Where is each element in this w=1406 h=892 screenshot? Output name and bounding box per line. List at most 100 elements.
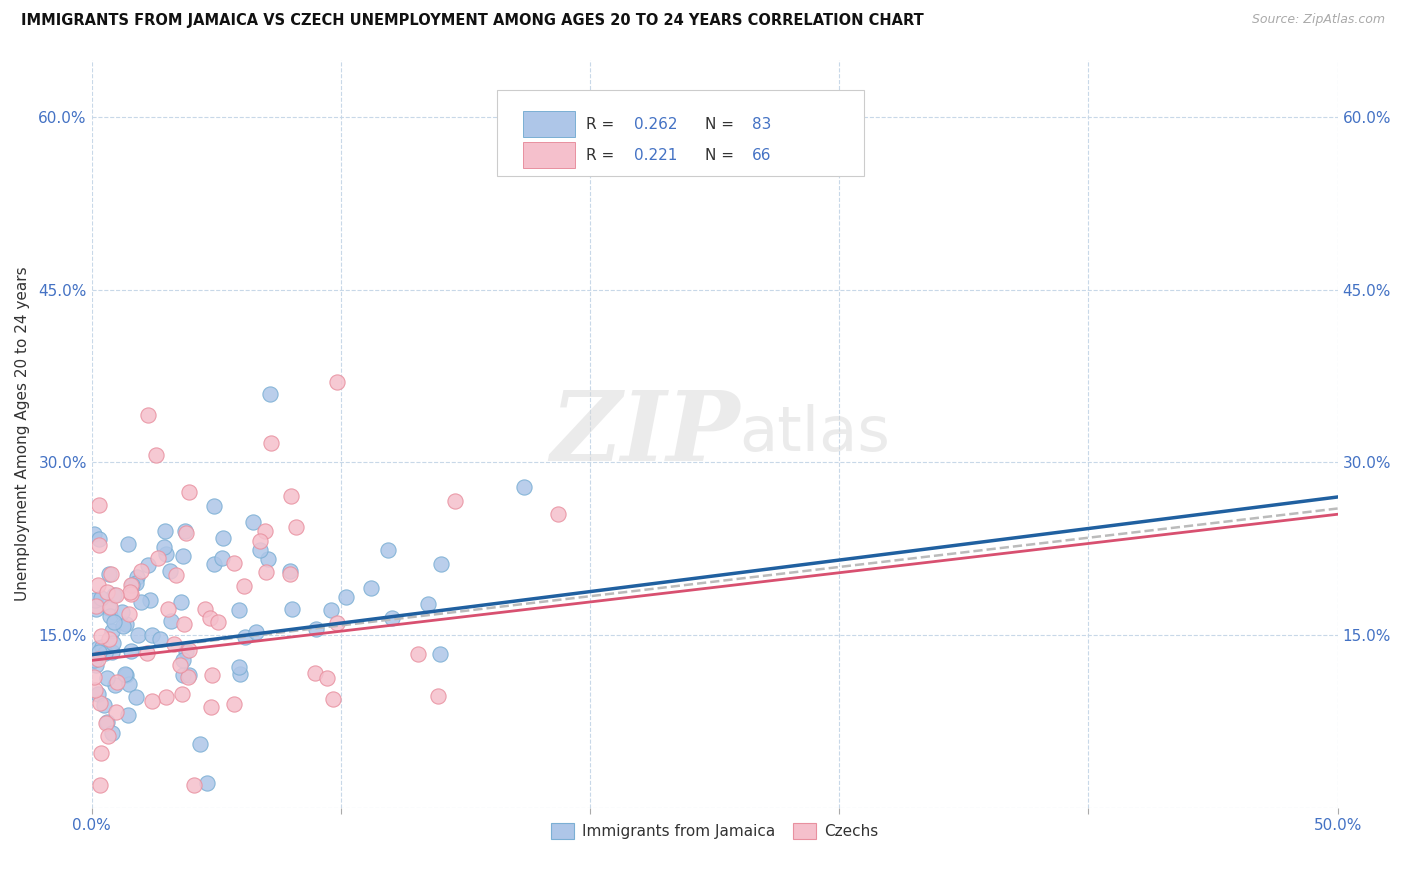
Point (105, 588, 128, 602)
Point (177, 484, 200, 499)
Point (381, 611, 404, 625)
Point (259, 386, 281, 401)
Point (159, 564, 181, 578)
Point (89, 533, 111, 547)
Point (174, 644, 197, 658)
Point (233, 630, 256, 644)
Point (127, 569, 149, 583)
Point (90, 591, 112, 605)
Point (249, 542, 271, 557)
Point (222, 556, 245, 570)
Point (112, 619, 135, 633)
Point (90, 747, 112, 761)
Point (280, 489, 302, 503)
Point (120, 644, 142, 658)
Point (228, 659, 250, 673)
Point (87, 578, 110, 592)
Text: R =: R = (586, 117, 620, 131)
Point (326, 376, 349, 390)
Point (416, 597, 439, 611)
Point (145, 448, 167, 462)
Point (97, 730, 120, 744)
Point (316, 671, 339, 685)
Point (430, 558, 453, 572)
Point (89, 696, 111, 710)
Point (83, 669, 105, 683)
Point (229, 666, 252, 681)
Point (101, 725, 124, 739)
Point (228, 603, 250, 617)
Point (211, 550, 233, 565)
Point (117, 537, 139, 551)
Point (103, 615, 125, 629)
Point (202, 499, 225, 513)
Point (281, 602, 304, 616)
Point (89, 778, 111, 792)
Point (360, 581, 382, 595)
Point (159, 614, 181, 628)
Text: IMMIGRANTS FROM JAMAICA VS CZECH UNEMPLOYMENT AMONG AGES 20 TO 24 YEARS CORRELAT: IMMIGRANTS FROM JAMAICA VS CZECH UNEMPLO… (21, 13, 924, 29)
Point (120, 584, 142, 599)
Point (127, 628, 149, 642)
Point (245, 625, 267, 640)
Point (120, 578, 142, 592)
Point (91, 640, 114, 654)
Point (444, 494, 467, 508)
Point (305, 622, 328, 636)
Point (149, 632, 172, 647)
Point (172, 549, 194, 564)
Point (93, 698, 115, 713)
Point (408, 647, 430, 661)
Point (319, 603, 342, 617)
Point (84, 658, 107, 673)
Point (141, 628, 163, 642)
Point (146, 551, 169, 566)
Point (172, 653, 194, 667)
Point (242, 515, 264, 529)
Point (377, 542, 399, 557)
Point (118, 677, 141, 691)
Point (547, 507, 569, 521)
Point (97, 601, 120, 615)
Point (86, 687, 108, 701)
Point (86, 602, 108, 616)
Point (96, 715, 118, 730)
Point (96, 585, 118, 599)
Point (172, 668, 194, 682)
Point (114, 667, 136, 681)
Point (136, 409, 159, 423)
Point (89, 499, 111, 513)
Point (429, 647, 451, 661)
Point (117, 707, 139, 722)
Point (177, 668, 200, 682)
Point (125, 575, 148, 590)
Point (124, 690, 146, 704)
Point (136, 558, 159, 573)
Text: N =: N = (704, 117, 738, 131)
Point (173, 616, 195, 631)
Point (284, 520, 307, 534)
Point (254, 524, 277, 539)
Point (278, 564, 301, 578)
Point (86, 652, 108, 666)
Point (153, 524, 176, 539)
Point (103, 636, 125, 650)
Text: 0.262: 0.262 (634, 117, 678, 131)
Point (170, 595, 193, 609)
Point (115, 668, 138, 682)
Point (101, 624, 124, 638)
Point (105, 674, 128, 689)
Point (335, 591, 357, 605)
Point (89, 644, 111, 658)
Point (177, 670, 200, 684)
Point (254, 566, 277, 580)
Text: atlas: atlas (740, 404, 890, 464)
Point (84, 683, 107, 698)
Point (129, 595, 152, 609)
Point (83, 653, 105, 667)
Point (98, 632, 121, 647)
Point (100, 566, 122, 581)
Point (136, 646, 159, 660)
Point (195, 776, 218, 790)
Point (201, 668, 224, 682)
